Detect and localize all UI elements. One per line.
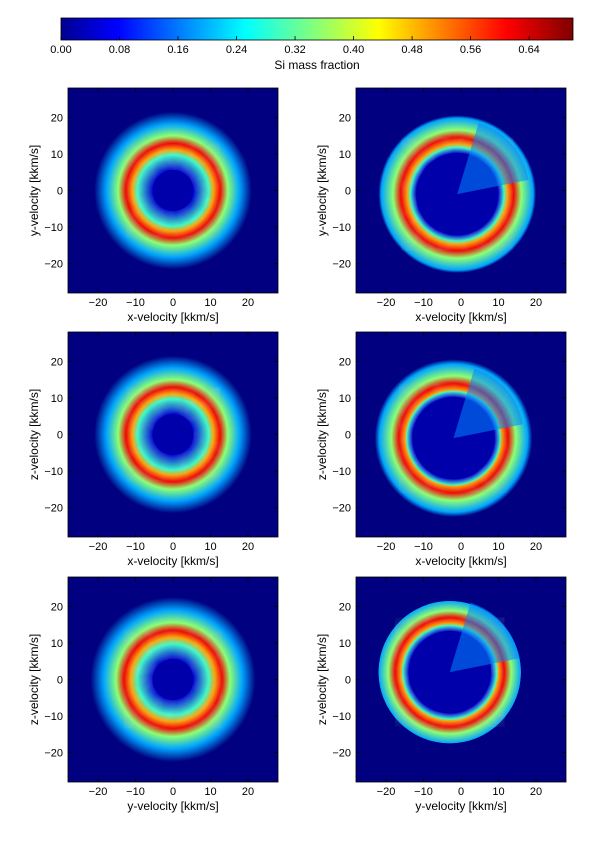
y-tick-label: −20 bbox=[44, 259, 63, 271]
x-tick-label: −10 bbox=[126, 297, 145, 309]
x-tick-label: −20 bbox=[377, 297, 396, 309]
heatmap-panel-6: −20 −10 0 10 20 −20 −10 0 10 20 y-velocity [kkm/s]… bbox=[315, 576, 567, 813]
heatmap-panel-3: −20 −10 0 10 20 −20 −10 0 10 20 x-velocity [kkm/s]… bbox=[27, 331, 279, 568]
x-tick-label: −10 bbox=[126, 786, 145, 798]
y-tick-label: 10 bbox=[51, 638, 63, 650]
x-tick-label: 20 bbox=[242, 297, 254, 309]
inner-hole bbox=[152, 658, 194, 701]
y-tick-label: 20 bbox=[339, 356, 351, 368]
y-tick-label: 0 bbox=[345, 186, 351, 198]
y-tick-label: −20 bbox=[332, 748, 351, 760]
open-arc-region bbox=[457, 122, 529, 195]
x-tick-label: 20 bbox=[530, 786, 542, 798]
x-tick-label: 10 bbox=[204, 786, 216, 798]
y-axis-label: z-velocity [kkm/s] bbox=[315, 634, 329, 725]
open-arc-region bbox=[449, 602, 520, 673]
y-axis-label: z-velocity [kkm/s] bbox=[315, 389, 329, 480]
y-tick-label: 0 bbox=[57, 186, 63, 198]
y-tick-label: 10 bbox=[51, 393, 63, 405]
y-tick-label: 0 bbox=[57, 675, 63, 687]
colorbar-tick-label: 0.16 bbox=[167, 44, 188, 56]
y-tick-label: −10 bbox=[332, 466, 351, 478]
colorbar-tick-label: 0.32 bbox=[284, 44, 305, 56]
y-tick-label: −10 bbox=[44, 466, 63, 478]
colorbar-tick-label: 0.00 bbox=[50, 44, 71, 56]
x-axis-label: x-velocity [kkm/s] bbox=[127, 554, 218, 568]
inner-hole bbox=[152, 413, 194, 456]
y-tick-label: 20 bbox=[51, 601, 63, 613]
y-tick-label: 10 bbox=[339, 149, 351, 161]
colorbar-tick-label: 0.64 bbox=[518, 44, 539, 56]
y-tick-label: 20 bbox=[339, 112, 351, 124]
y-axis-label: y-velocity [kkm/s] bbox=[27, 145, 41, 236]
y-axis-label: z-velocity [kkm/s] bbox=[27, 634, 41, 725]
colorbar-label: Si mass fraction bbox=[274, 58, 359, 72]
y-tick-label: −10 bbox=[332, 222, 351, 234]
x-tick-label: −20 bbox=[89, 786, 108, 798]
y-tick-label: −20 bbox=[44, 503, 63, 515]
heatmap-panel-4: −20 −10 0 10 20 −20 −10 0 10 20 x-velocity [kkm/s]… bbox=[315, 331, 567, 568]
heatmap-panel-1: −20 −10 0 10 20 −20 −10 0 10 20 x-velocity [kkm/s]… bbox=[27, 87, 279, 324]
x-tick-label: −20 bbox=[89, 297, 108, 309]
y-tick-label: −20 bbox=[332, 503, 351, 515]
x-axis-label: x-velocity [kkm/s] bbox=[415, 310, 506, 324]
y-tick-label: −10 bbox=[332, 711, 351, 723]
x-axis-label: y-velocity [kkm/s] bbox=[127, 799, 218, 813]
colorbar: 0.00 0.08 0.16 0.24 0.32 0.40 0.48 0.56 0.64 Si … bbox=[50, 17, 574, 72]
y-axis-label: z-velocity [kkm/s] bbox=[27, 389, 41, 480]
x-axis-label: y-velocity [kkm/s] bbox=[415, 799, 506, 813]
x-tick-label: 10 bbox=[204, 541, 216, 553]
colorbar-tick-label: 0.56 bbox=[460, 44, 481, 56]
colorbar-tick-label: 0.24 bbox=[226, 44, 247, 56]
x-tick-label: −10 bbox=[126, 541, 145, 553]
x-tick-label: 0 bbox=[170, 786, 176, 798]
x-tick-label: 0 bbox=[170, 541, 176, 553]
x-axis-label: x-velocity [kkm/s] bbox=[415, 554, 506, 568]
x-tick-label: 20 bbox=[530, 541, 542, 553]
x-tick-label: 10 bbox=[492, 786, 504, 798]
y-tick-label: 0 bbox=[345, 430, 351, 442]
x-tick-label: 0 bbox=[458, 297, 464, 309]
y-tick-label: 0 bbox=[57, 430, 63, 442]
y-tick-label: 20 bbox=[51, 356, 63, 368]
x-tick-label: −10 bbox=[414, 541, 433, 553]
y-tick-label: 0 bbox=[345, 675, 351, 687]
inner-hole bbox=[152, 169, 194, 212]
open-arc-region bbox=[453, 368, 523, 439]
x-tick-label: 10 bbox=[204, 297, 216, 309]
y-tick-label: −10 bbox=[44, 711, 63, 723]
y-tick-label: 20 bbox=[339, 601, 351, 613]
x-tick-label: 0 bbox=[458, 541, 464, 553]
colorbar-gradient bbox=[60, 17, 574, 41]
x-tick-label: 20 bbox=[530, 297, 542, 309]
x-tick-label: −10 bbox=[414, 297, 433, 309]
x-tick-label: −20 bbox=[377, 541, 396, 553]
y-tick-label: −20 bbox=[332, 259, 351, 271]
y-tick-label: 10 bbox=[51, 149, 63, 161]
x-tick-label: 0 bbox=[458, 786, 464, 798]
x-tick-label: 10 bbox=[492, 297, 504, 309]
colorbar-tick-label: 0.48 bbox=[401, 44, 422, 56]
y-tick-label: 10 bbox=[339, 638, 351, 650]
panel-grid: −20 −10 0 10 20 −20 −10 0 10 20 x-velocity [kkm/s]… bbox=[27, 87, 567, 813]
colorbar-tick-label: 0.08 bbox=[109, 44, 130, 56]
x-tick-label: −20 bbox=[89, 541, 108, 553]
x-tick-label: 20 bbox=[242, 541, 254, 553]
x-tick-label: 10 bbox=[492, 541, 504, 553]
x-tick-label: 0 bbox=[170, 297, 176, 309]
y-tick-label: −20 bbox=[44, 748, 63, 760]
heatmap-panel-5: −20 −10 0 10 20 −20 −10 0 10 20 y-velocity [kkm/s]… bbox=[27, 576, 279, 813]
colorbar-tick-label: 0.40 bbox=[343, 44, 364, 56]
x-tick-label: 20 bbox=[242, 786, 254, 798]
x-tick-label: −20 bbox=[377, 786, 396, 798]
x-tick-label: −10 bbox=[414, 786, 433, 798]
heatmap-panel-2: −20 −10 0 10 20 −20 −10 0 10 20 x-velocity [kkm/s]… bbox=[315, 87, 567, 324]
y-tick-label: 20 bbox=[51, 112, 63, 124]
y-axis-label: y-velocity [kkm/s] bbox=[315, 145, 329, 236]
colorbar-ticks: 0.00 0.08 0.16 0.24 0.32 0.40 0.48 0.56 0.64 bbox=[50, 36, 540, 56]
x-axis-label: x-velocity [kkm/s] bbox=[127, 310, 218, 324]
y-tick-label: 10 bbox=[339, 393, 351, 405]
y-tick-label: −10 bbox=[44, 222, 63, 234]
